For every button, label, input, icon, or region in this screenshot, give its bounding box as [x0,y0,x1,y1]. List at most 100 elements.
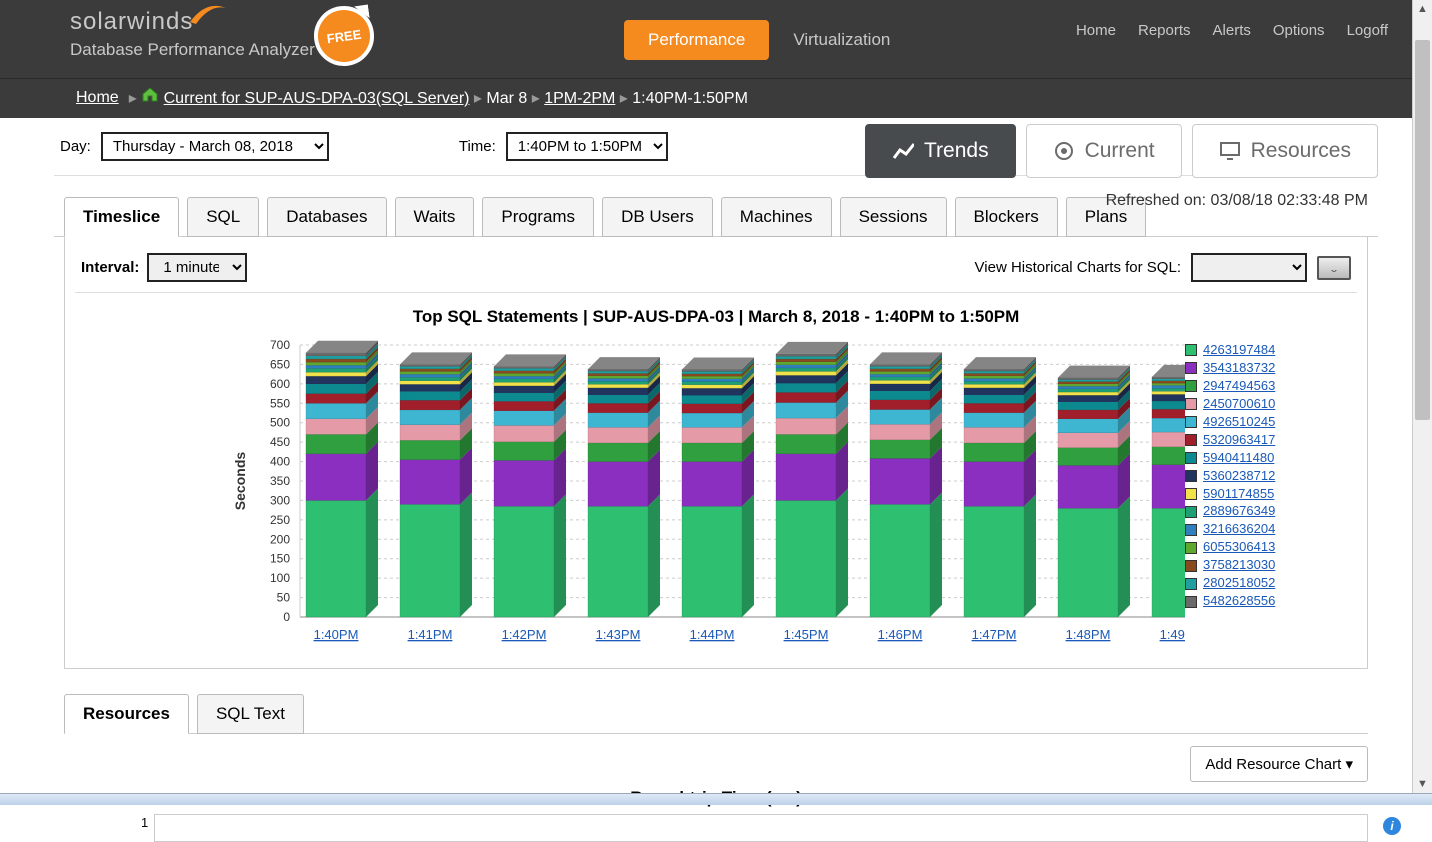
toplink-options[interactable]: Options [1273,22,1325,39]
x-tick-label[interactable]: 1:44PM [690,627,735,642]
selector-row: Day: Thursday - March 08, 2018 Time: 1:4… [54,132,1378,176]
legend-swatch [1185,542,1197,554]
x-tick-label[interactable]: 1:47PM [972,627,1017,642]
interval-select[interactable]: 1 minute [147,253,247,282]
x-tick-label[interactable]: 1:43PM [596,627,641,642]
legend-item: 6055306413 [1185,540,1355,555]
scroll-thumb[interactable] [1415,40,1430,420]
legend-link[interactable]: 2450700610 [1203,397,1275,412]
svg-text:200: 200 [270,532,290,546]
legend-link[interactable]: 6055306413 [1203,540,1275,555]
svg-text:100: 100 [270,571,290,585]
mid-tab-programs[interactable]: Programs [482,197,594,237]
legend-item: 4263197484 [1185,343,1355,358]
legend-swatch [1185,452,1197,464]
scrollbar[interactable]: ▲ ▼ [1412,0,1432,793]
legend-item: 2889676349 [1185,504,1355,519]
mid-tab-timeslice[interactable]: Timeslice [64,197,179,237]
view-tab-trends[interactable]: Trends [865,124,1016,178]
topnav-performance[interactable]: Performance [624,20,769,60]
breadcrumb-home[interactable]: Home [76,89,119,107]
scroll-down-icon[interactable]: ▼ [1413,775,1432,793]
topnav-virtualization[interactable]: Virtualization [769,20,914,60]
legend-swatch [1185,434,1197,446]
info-icon[interactable]: i [1383,817,1401,835]
x-tick-label[interactable]: 1:48PM [1066,627,1111,642]
day-select[interactable]: Thursday - March 08, 2018 [101,132,329,161]
time-select[interactable]: 1:40PM to 1:50PM [506,132,668,161]
breadcrumb-item[interactable]: 1PM-2PM [544,90,615,107]
historical-label: View Historical Charts for SQL: [975,259,1181,276]
legend-link[interactable]: 4926510245 [1203,415,1275,430]
legend-link[interactable]: 2947494563 [1203,379,1275,394]
x-tick-label[interactable]: 1:46PM [878,627,923,642]
legend-item: 5360238712 [1185,469,1355,484]
add-resource-chart-button[interactable]: Add Resource Chart ▾ [1190,746,1368,782]
x-tick-label[interactable]: 1:42PM [502,627,547,642]
legend-link[interactable]: 4263197484 [1203,343,1275,358]
legend-swatch [1185,416,1197,428]
target-icon [1053,140,1075,162]
content-area: Day: Thursday - March 08, 2018 Time: 1:4… [0,118,1432,842]
historical-select[interactable] [1191,253,1307,282]
view-tab-current[interactable]: Current [1026,124,1182,178]
legend-link[interactable]: 2889676349 [1203,504,1275,519]
svg-text:600: 600 [270,377,290,391]
legend-link[interactable]: 5901174855 [1203,487,1274,502]
toplink-home[interactable]: Home [1076,22,1116,39]
chart-controls: Interval: 1 minute View Historical Chart… [75,247,1357,293]
legend-swatch [1185,578,1197,590]
view-tab-resources[interactable]: Resources [1192,124,1378,178]
legend-swatch [1185,524,1197,536]
legend-link[interactable]: 2802518052 [1203,576,1275,591]
bottom-tab-row: ResourcesSQL Text [64,693,1368,734]
x-tick-label[interactable]: 1:45PM [784,627,829,642]
svg-text:500: 500 [270,416,290,430]
mid-tab-sessions[interactable]: Sessions [840,197,947,237]
chart-title: Top SQL Statements | SUP-AUS-DPA-03 | Ma… [75,293,1357,337]
scroll-up-icon[interactable]: ▲ [1413,0,1432,18]
brand-swoosh-icon [188,0,228,28]
legend-link[interactable]: 5360238712 [1203,469,1275,484]
top-nav: PerformanceVirtualization [624,20,914,60]
legend-link[interactable]: 3543183732 [1203,361,1275,376]
mid-tab-db-users[interactable]: DB Users [602,197,713,237]
mid-tab-blockers[interactable]: Blockers [955,197,1058,237]
svg-text:450: 450 [270,435,290,449]
toplink-logoff[interactable]: Logoff [1347,22,1388,39]
toplink-alerts[interactable]: Alerts [1213,22,1251,39]
toplink-reports[interactable]: Reports [1138,22,1191,39]
mid-tab-waits[interactable]: Waits [395,197,475,237]
legend-link[interactable]: 5482628556 [1203,594,1275,609]
mid-tab-sql[interactable]: SQL [187,197,259,237]
legend-item: 5901174855 [1185,487,1355,502]
svg-text:150: 150 [270,552,290,566]
day-label: Day: [60,138,91,155]
mid-tab-machines[interactable]: Machines [721,197,832,237]
x-tick-label[interactable]: 1:49PM [1160,627,1185,642]
interval-label: Interval: [81,259,139,276]
breadcrumb-bar: Home ▸ Current for SUP-AUS-DPA-03(SQL Se… [0,78,1432,118]
legend-link[interactable]: 3758213030 [1203,558,1275,573]
legend-swatch [1185,470,1197,482]
monitor-icon [1219,140,1241,162]
svg-text:300: 300 [270,493,290,507]
mail-icon[interactable] [1317,256,1351,280]
breadcrumb-item[interactable]: Current for SUP-AUS-DPA-03(SQL Server) [164,90,470,107]
legend-link[interactable]: 5320963417 [1203,433,1275,448]
legend-swatch [1185,398,1197,410]
bottom-tab-sql-text[interactable]: SQL Text [197,694,304,734]
view-tabs: TrendsCurrentResources [865,124,1378,178]
svg-text:550: 550 [270,396,290,410]
x-tick-label[interactable]: 1:41PM [408,627,453,642]
mid-tab-databases[interactable]: Databases [267,197,386,237]
x-tick-label[interactable]: 1:40PM [314,627,359,642]
legend-link[interactable]: 5940411480 [1203,451,1274,466]
svg-text:50: 50 [277,591,291,605]
legend-link[interactable]: 3216636204 [1203,522,1275,537]
brand-subtitle: Database Performance Analyzer [70,40,315,60]
legend-swatch [1185,380,1197,392]
breadcrumb-item: Mar 8 [486,90,527,107]
breadcrumb-separator: ▸ [469,90,486,107]
bottom-tab-resources[interactable]: Resources [64,694,189,734]
